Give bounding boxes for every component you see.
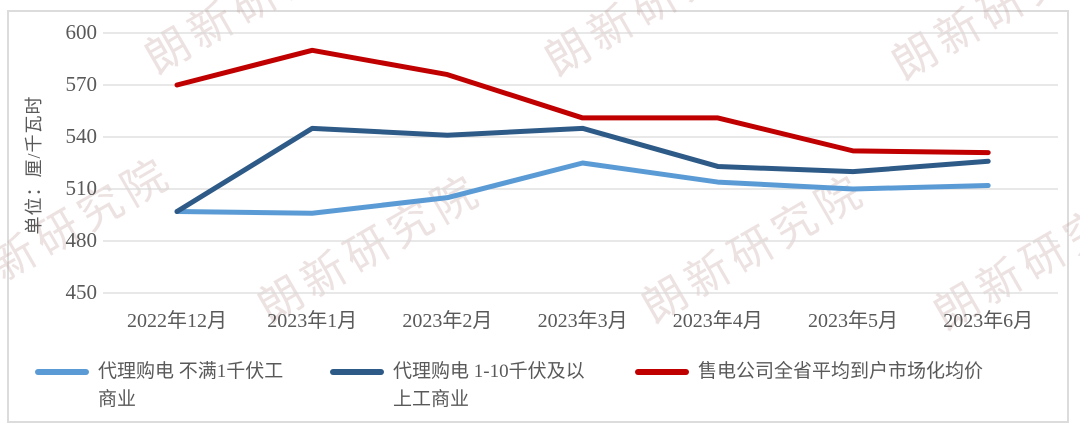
series-line-0 (174, 160, 991, 216)
series-line-1 (174, 125, 991, 215)
y-tick-label: 540 (65, 124, 98, 148)
x-category-label: 2022年12月 (127, 310, 227, 332)
legend-swatch-darkblue (330, 369, 384, 375)
series-line-2 (174, 47, 991, 156)
x-category-label: 2023年6月 (943, 310, 1034, 332)
legend-swatch-lightblue (35, 369, 89, 375)
y-axis-title: 单位：厘/千瓦时 (24, 95, 44, 235)
legend-item-agency-under-1kv: 代理购电 不满1千伏工商业 (35, 358, 290, 413)
x-category-label: 2023年5月 (808, 310, 898, 332)
y-tick-label: 510 (65, 176, 98, 200)
legend-item-agency-1-10kv: 代理购电 1-10千伏及以上工商业 (330, 358, 585, 413)
y-tick-label: 480 (65, 228, 98, 252)
chart-border-frame (7, 10, 1069, 423)
y-tick-label: 450 (65, 280, 98, 304)
x-category-label: 2023年3月 (537, 310, 628, 332)
legend-label: 代理购电 不满1千伏工商业 (98, 361, 284, 410)
y-tick-label: 600 (65, 20, 98, 44)
legend-label: 代理购电 1-10千伏及以上工商业 (393, 361, 585, 410)
legend-swatch-red (635, 369, 689, 375)
x-category-label: 2023年4月 (672, 310, 763, 332)
y-tick-label: 570 (65, 72, 98, 96)
x-category-label: 2023年1月 (267, 310, 358, 332)
legend-item-retail-avg-price: 售电公司全省平均到户市场化均价 (635, 358, 983, 386)
x-category-label: 2023年2月 (402, 310, 493, 332)
legend-label: 售电公司全省平均到户市场化均价 (698, 361, 984, 382)
chart-legend: 代理购电 不满1千伏工商业 代理购电 1-10千伏及以上工商业 售电公司全省平均… (0, 358, 1080, 418)
